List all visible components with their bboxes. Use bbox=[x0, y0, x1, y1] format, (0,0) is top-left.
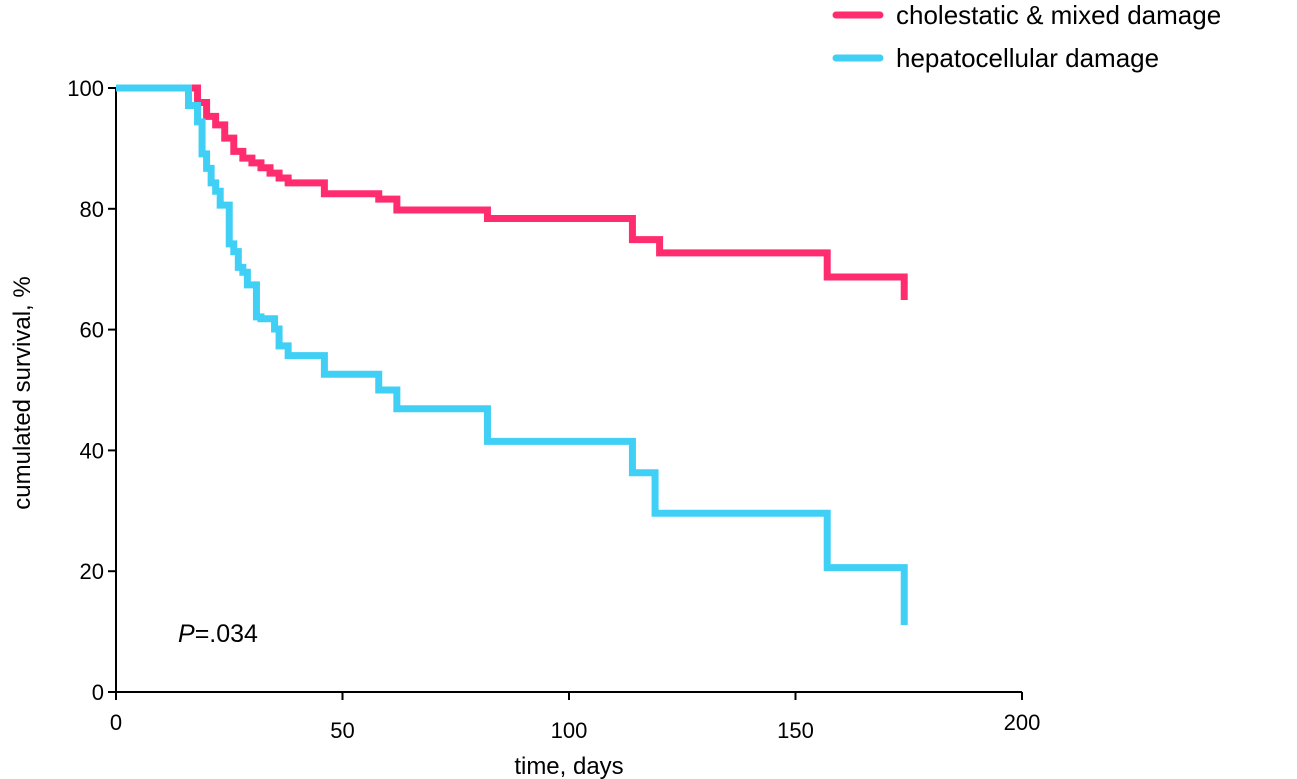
x-tick-label: 0 bbox=[110, 710, 122, 735]
y-tick-label: 20 bbox=[80, 559, 104, 584]
x-axis-title: time, days bbox=[514, 753, 623, 779]
y-tick-label: 100 bbox=[67, 76, 104, 101]
legend: cholestatic & mixed damage hepatocellular… bbox=[832, 0, 1221, 73]
y-tick-label: 0 bbox=[92, 680, 104, 705]
y-tick-label: 40 bbox=[80, 438, 104, 463]
x-tick-label: 50 bbox=[330, 718, 354, 743]
series-line-2 bbox=[116, 84, 908, 625]
p-value-annotation: P=.034 bbox=[178, 620, 258, 648]
p-value-text: =.034 bbox=[195, 620, 258, 648]
legend-label: cholestatic & mixed damage bbox=[896, 0, 1221, 30]
series-line-1 bbox=[116, 84, 908, 301]
x-tick-label: 150 bbox=[777, 718, 814, 743]
x-tick-label: 100 bbox=[551, 718, 588, 743]
p-value-prefix: P bbox=[178, 620, 195, 648]
axes: 0 20 40 60 80 100 0 50 100 150 200 time, days cumula… bbox=[9, 76, 1040, 779]
plot-area bbox=[116, 84, 908, 625]
y-axis-title: cumulated survival, % bbox=[9, 276, 36, 509]
y-tick-label: 80 bbox=[80, 197, 104, 222]
legend-label: hepatocellular damage bbox=[896, 43, 1159, 73]
y-tick-label: 60 bbox=[80, 318, 104, 343]
x-tick-label: 200 bbox=[1004, 710, 1041, 735]
